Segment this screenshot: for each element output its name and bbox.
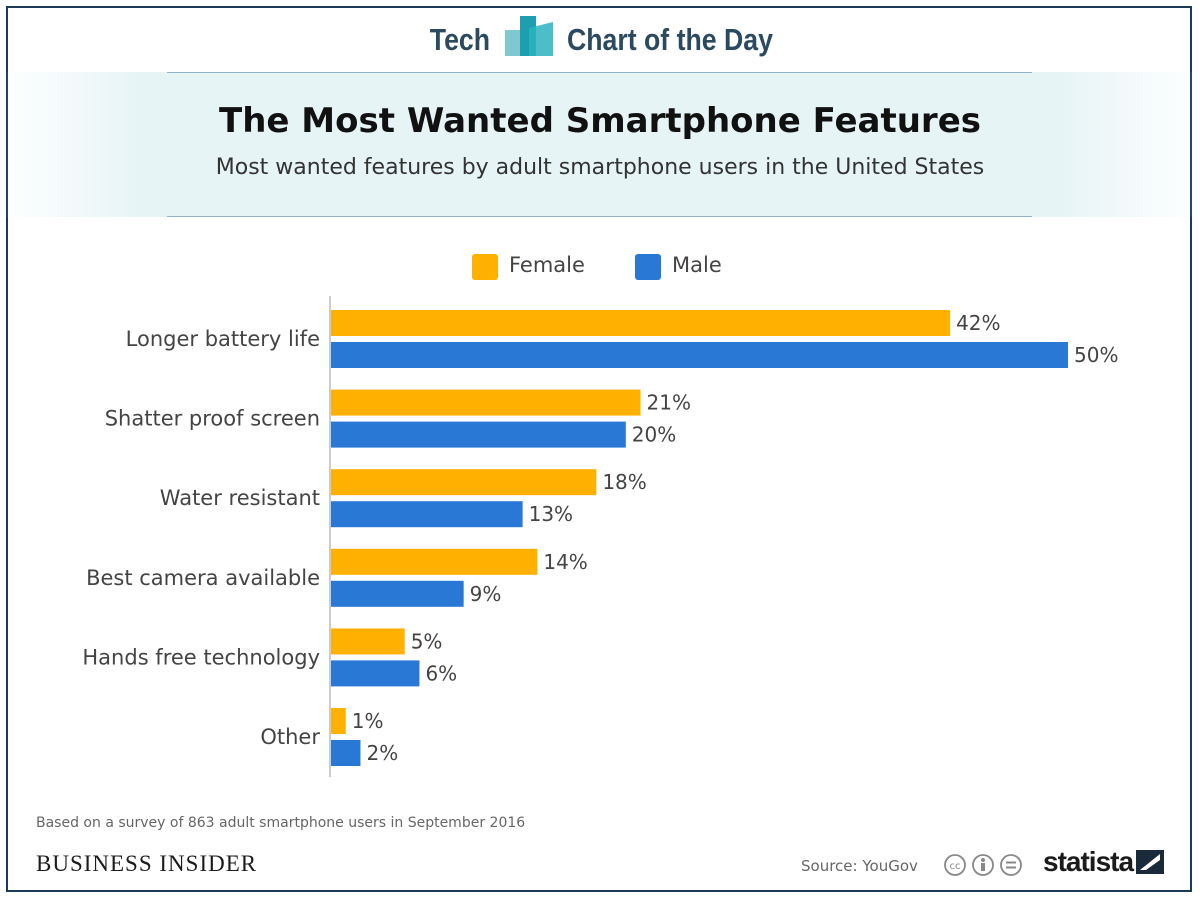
legend-male-label: Male — [672, 253, 722, 277]
data-label-male: 20% — [632, 423, 676, 447]
legend-male-swatch — [635, 254, 661, 280]
category-label: Longer battery life — [126, 327, 320, 351]
chart-of-the-day-logo-icon — [505, 16, 553, 56]
bar-male — [331, 740, 361, 766]
legend-female-swatch — [472, 254, 498, 280]
data-label-female: 14% — [543, 550, 587, 574]
title-top-rule — [167, 72, 1032, 73]
data-label-female: 18% — [602, 470, 646, 494]
category-label: Shatter proof screen — [105, 407, 320, 431]
category-label: Other — [260, 725, 320, 749]
source-label: Source: YouGov — [801, 857, 918, 875]
data-label-female: 1% — [352, 709, 384, 733]
title-band — [0, 72, 1200, 217]
data-label-male: 6% — [425, 661, 457, 685]
svg-text:cc: cc — [950, 861, 961, 872]
brand-chart-of-the-day-label: Chart of the Day — [567, 22, 773, 57]
bar-female — [331, 708, 346, 734]
chart-title: The Most Wanted Smartphone Features — [219, 101, 981, 141]
bar-female — [331, 628, 405, 655]
category-label: Best camera available — [86, 566, 320, 590]
title-bottom-rule — [167, 216, 1032, 217]
data-label-male: 13% — [529, 502, 573, 526]
brand-header: Tech Chart of the Day — [0, 16, 1200, 68]
data-label-female: 5% — [411, 629, 443, 653]
chart-subtitle: Most wanted features by adult smartphone… — [215, 155, 985, 180]
data-label-male: 2% — [366, 741, 398, 765]
statista-logo: statista — [1043, 846, 1134, 877]
survey-footnote: Based on a survey of 863 adult smartphon… — [36, 815, 526, 831]
category-label: Water resistant — [160, 486, 320, 510]
data-label-male: 9% — [470, 582, 502, 606]
legend-female-label: Female — [509, 253, 585, 277]
bar-male — [331, 580, 464, 607]
brand-tech-label: Tech — [429, 22, 491, 57]
data-label-male: 50% — [1074, 343, 1118, 367]
creative-commons-icon: cc — [944, 854, 1022, 876]
bar-male — [331, 501, 523, 528]
bar-female — [331, 389, 641, 416]
business-insider-logo: BUSINESS INSIDER — [36, 851, 258, 876]
category-label: Hands free technology — [82, 645, 320, 669]
bar-female — [331, 310, 951, 336]
chart-frame — [6, 6, 1192, 892]
bar-female — [331, 548, 538, 575]
bar-male — [331, 660, 420, 687]
bar-female — [331, 469, 597, 496]
data-label-female: 21% — [647, 391, 691, 415]
bar-male — [331, 342, 1068, 368]
statista-logo-icon — [1136, 850, 1164, 874]
data-label-female: 42% — [956, 311, 1000, 335]
bar-male — [331, 421, 626, 448]
